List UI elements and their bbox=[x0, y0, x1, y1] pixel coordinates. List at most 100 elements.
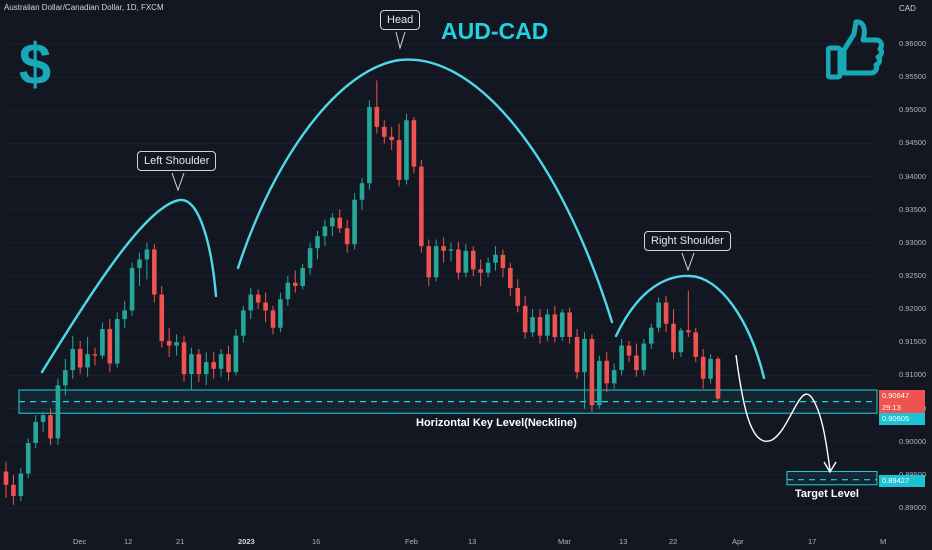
candle-body bbox=[166, 340, 172, 346]
candle bbox=[292, 270, 298, 293]
candle bbox=[404, 113, 409, 185]
candle-body bbox=[33, 421, 38, 444]
candle bbox=[678, 327, 684, 357]
candle-body bbox=[211, 362, 216, 369]
candle-body bbox=[545, 314, 550, 336]
price-tick: 0.94000 bbox=[899, 171, 927, 181]
candle-body bbox=[196, 354, 202, 375]
candle-body bbox=[597, 360, 602, 406]
candle-body bbox=[92, 354, 98, 356]
candle-body bbox=[159, 294, 165, 341]
candle bbox=[48, 408, 53, 446]
candle bbox=[552, 305, 558, 343]
candle-body bbox=[470, 250, 476, 270]
projection-arrowhead bbox=[823, 461, 837, 474]
candle-body bbox=[619, 345, 624, 371]
candle-body bbox=[708, 358, 713, 379]
candle-body bbox=[174, 342, 179, 346]
candle bbox=[92, 347, 98, 366]
neckline-label: Horizontal Key Level(Neckline) bbox=[416, 417, 577, 429]
price-tick: 0.94500 bbox=[899, 138, 927, 148]
candle-body bbox=[419, 166, 424, 247]
candle bbox=[433, 239, 439, 282]
candle bbox=[374, 80, 380, 134]
candle bbox=[515, 279, 521, 313]
candle-body bbox=[530, 317, 535, 333]
candle-body bbox=[678, 330, 684, 353]
candle-body bbox=[522, 305, 528, 333]
candle-body bbox=[352, 199, 357, 245]
candle-body bbox=[307, 248, 313, 269]
candle-body bbox=[137, 259, 142, 269]
candle-body bbox=[344, 228, 350, 245]
neckline-price-label: 0.90605 bbox=[879, 413, 925, 425]
candle bbox=[40, 411, 46, 432]
candle bbox=[634, 343, 639, 377]
date-tick: Mar bbox=[558, 537, 571, 546]
candle bbox=[671, 309, 676, 359]
candle-body bbox=[515, 287, 521, 306]
candle bbox=[537, 309, 543, 344]
date-tick: Feb bbox=[405, 537, 418, 546]
price-tick: 0.92000 bbox=[899, 304, 927, 314]
candle bbox=[389, 126, 394, 151]
candle-body bbox=[367, 106, 372, 184]
key-level-zones bbox=[18, 389, 878, 486]
candle bbox=[574, 329, 580, 379]
candle-body bbox=[374, 106, 380, 127]
candle bbox=[463, 244, 469, 278]
candle bbox=[203, 352, 209, 386]
candle-body bbox=[255, 294, 261, 303]
candle-body bbox=[25, 443, 31, 474]
candle bbox=[278, 292, 283, 333]
candle bbox=[530, 309, 535, 337]
candle-body bbox=[589, 338, 595, 406]
candle bbox=[33, 415, 38, 449]
candle bbox=[122, 301, 127, 328]
candle-body bbox=[107, 329, 113, 364]
candle bbox=[144, 242, 150, 280]
candle bbox=[300, 264, 305, 290]
candle bbox=[567, 307, 572, 344]
candle-body bbox=[129, 268, 135, 311]
candle-body bbox=[70, 348, 76, 371]
candle bbox=[137, 252, 142, 286]
candle bbox=[663, 295, 669, 333]
candle bbox=[700, 348, 706, 389]
candle-body bbox=[122, 310, 127, 320]
candle-body bbox=[396, 140, 402, 180]
candle-body bbox=[189, 354, 194, 375]
target-zone bbox=[786, 471, 878, 486]
candle-body bbox=[144, 249, 150, 260]
candle-body bbox=[611, 370, 617, 384]
price-tick: 0.90000 bbox=[899, 436, 927, 446]
right-shoulder-callout: Right Shoulder bbox=[644, 231, 731, 251]
candle-body bbox=[463, 250, 469, 273]
candle bbox=[715, 356, 721, 401]
candle bbox=[248, 287, 254, 320]
candle bbox=[456, 241, 461, 280]
candle bbox=[426, 239, 432, 286]
candle bbox=[263, 292, 268, 323]
candle bbox=[337, 209, 343, 233]
candle bbox=[508, 262, 513, 296]
price-tick: 0.93000 bbox=[899, 237, 927, 247]
candle bbox=[322, 219, 328, 247]
candle bbox=[708, 354, 713, 384]
currency-label: CAD bbox=[899, 4, 916, 13]
candle bbox=[181, 335, 187, 383]
candle-body bbox=[478, 269, 483, 273]
target-level-label: Target Level bbox=[795, 488, 859, 500]
candle-body bbox=[181, 342, 187, 375]
candle-body bbox=[663, 302, 669, 324]
candle-body bbox=[671, 323, 676, 353]
candle-body bbox=[700, 356, 706, 379]
candle bbox=[626, 340, 632, 363]
price-tick: 0.96000 bbox=[899, 39, 927, 48]
candle bbox=[100, 322, 105, 359]
candle-body bbox=[715, 358, 721, 399]
candle bbox=[233, 329, 239, 376]
candle bbox=[55, 378, 61, 446]
candle-body bbox=[381, 126, 387, 137]
